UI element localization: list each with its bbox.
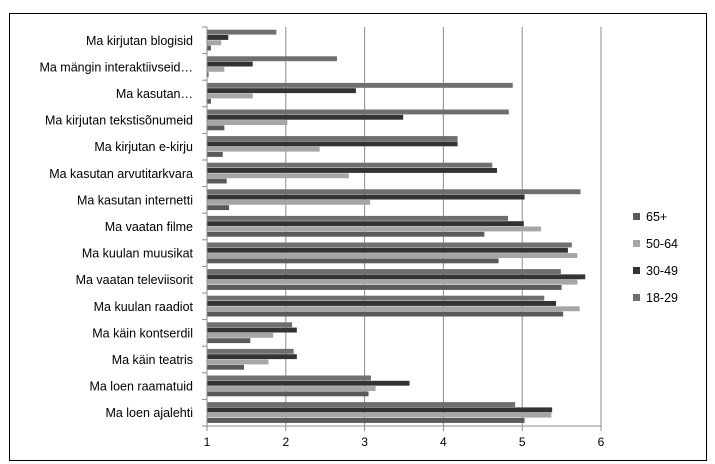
- bar: [207, 269, 561, 274]
- bar: [207, 72, 209, 78]
- bar: [207, 141, 458, 147]
- x-tick-label: 4: [440, 435, 447, 449]
- bar: [207, 152, 223, 157]
- category-label: Ma vaatan filme: [105, 220, 193, 234]
- bar: [207, 125, 225, 131]
- bar: [207, 412, 552, 418]
- bar: [207, 359, 269, 365]
- bar: [207, 338, 251, 344]
- bar: [207, 93, 253, 99]
- category-label: Ma loen raamatuid: [89, 380, 193, 394]
- bar: [207, 66, 225, 72]
- bar: [207, 226, 542, 232]
- bar: [207, 189, 581, 195]
- category-label: Ma kuulan muusikat: [82, 247, 194, 261]
- bar: [207, 332, 274, 338]
- x-tick-label: 3: [361, 435, 368, 449]
- category-label: Ma kasutan internetti: [77, 193, 193, 207]
- x-tick-label: 1: [204, 435, 211, 449]
- bar: [207, 242, 572, 248]
- bar: [207, 274, 586, 280]
- bar: [207, 253, 578, 258]
- bar: [207, 35, 229, 40]
- x-tick-label: 2: [282, 435, 289, 449]
- bar: [207, 247, 568, 253]
- legend-swatch: [633, 267, 640, 274]
- legend-label: 65+: [646, 210, 667, 224]
- legend-label: 30-49: [646, 264, 678, 278]
- bar: [207, 380, 410, 386]
- category-label: Ma kuulan raadiot: [94, 300, 194, 314]
- category-label: Ma kasutan…: [116, 87, 193, 101]
- bar: [207, 56, 338, 62]
- category-label: Ma mängin interaktiivseid…: [39, 60, 193, 74]
- bar: [207, 327, 297, 333]
- bar: [207, 221, 524, 227]
- bar: [207, 231, 485, 237]
- bar: [207, 354, 297, 360]
- bar: [207, 258, 499, 264]
- bar: [207, 173, 349, 179]
- bar: [207, 199, 371, 205]
- bar: [207, 306, 580, 312]
- bar: [207, 61, 253, 67]
- bar: [207, 88, 356, 94]
- bar: [207, 402, 516, 407]
- bar: [207, 29, 277, 35]
- bar: [207, 285, 562, 290]
- x-tick-label: 6: [598, 435, 605, 449]
- bar: [207, 311, 564, 317]
- bar: [207, 40, 222, 46]
- category-label: Ma kirjutan blogisid: [86, 34, 193, 48]
- category-label: Ma kasutan arvutitarkvara: [49, 167, 193, 181]
- category-label: Ma käin kontserdil: [92, 326, 193, 340]
- bar: [207, 146, 320, 152]
- bar: [207, 205, 230, 211]
- category-label: Ma kirjutan tekstisõnumeid: [45, 114, 193, 128]
- bar: [207, 418, 525, 423]
- x-tick-label: 5: [519, 435, 526, 449]
- bar: [207, 391, 369, 397]
- category-label: Ma loen ajalehti: [105, 406, 193, 420]
- legend-swatch: [633, 240, 640, 247]
- bar: [207, 301, 557, 306]
- bar: [207, 98, 211, 104]
- bar: [207, 45, 211, 51]
- bar: [207, 109, 509, 115]
- category-label: Ma käin teatris: [112, 353, 193, 367]
- bar: [207, 194, 525, 200]
- category-label: Ma kirjutan e-kirju: [94, 140, 193, 154]
- category-label: Ma vaatan televiisorit: [76, 273, 194, 287]
- bar: [207, 168, 497, 173]
- bar: [207, 407, 553, 413]
- bar: [207, 82, 513, 88]
- bar: [207, 279, 578, 285]
- bar: [207, 120, 288, 125]
- legend-swatch: [633, 294, 640, 301]
- bar: [207, 178, 227, 184]
- legend-label: 18-29: [646, 291, 678, 305]
- bar: [207, 322, 293, 328]
- bar: [207, 348, 294, 354]
- bar: [207, 295, 545, 301]
- bar: [207, 215, 509, 221]
- legend-swatch: [633, 213, 640, 220]
- bar: [207, 114, 404, 120]
- bar: [207, 386, 376, 391]
- legend-label: 50-64: [646, 237, 678, 251]
- bar: [207, 162, 493, 168]
- bar: [207, 364, 245, 370]
- bar: [207, 136, 458, 141]
- bar: [207, 375, 371, 381]
